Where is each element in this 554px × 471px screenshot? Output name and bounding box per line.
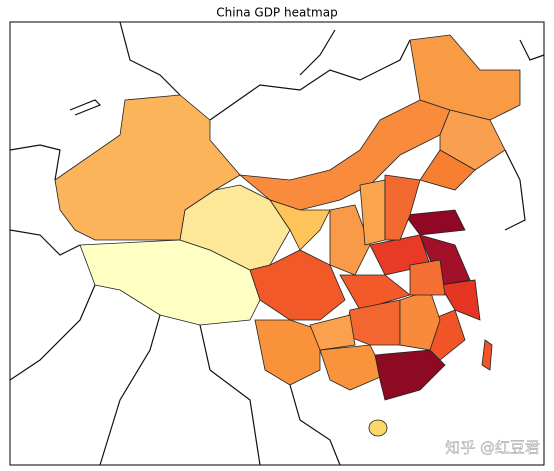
province <box>481 339 493 371</box>
province <box>368 419 388 437</box>
border-line <box>199 324 261 466</box>
provinces <box>54 34 521 437</box>
border-line <box>504 149 526 231</box>
province <box>404 209 466 236</box>
border-line <box>9 229 81 256</box>
border-line <box>9 284 96 381</box>
border-line <box>119 21 181 96</box>
province <box>269 199 331 251</box>
map-title: China GDP heatmap <box>216 6 337 20</box>
province <box>319 344 386 391</box>
border-line <box>9 144 61 181</box>
border-line <box>289 384 341 466</box>
province <box>409 259 446 296</box>
province <box>439 279 481 321</box>
province <box>179 184 291 271</box>
province <box>384 174 421 241</box>
border-line <box>209 39 411 121</box>
border-line <box>99 314 161 466</box>
country-borders <box>9 21 545 466</box>
province <box>254 319 321 386</box>
province <box>409 34 521 121</box>
watermark: 知乎 @红豆君 <box>445 439 540 457</box>
province <box>419 149 476 191</box>
border-line <box>299 29 336 76</box>
province <box>309 314 356 351</box>
province <box>249 249 346 321</box>
province <box>329 204 371 276</box>
border-line <box>69 99 102 116</box>
border-line <box>519 39 545 61</box>
